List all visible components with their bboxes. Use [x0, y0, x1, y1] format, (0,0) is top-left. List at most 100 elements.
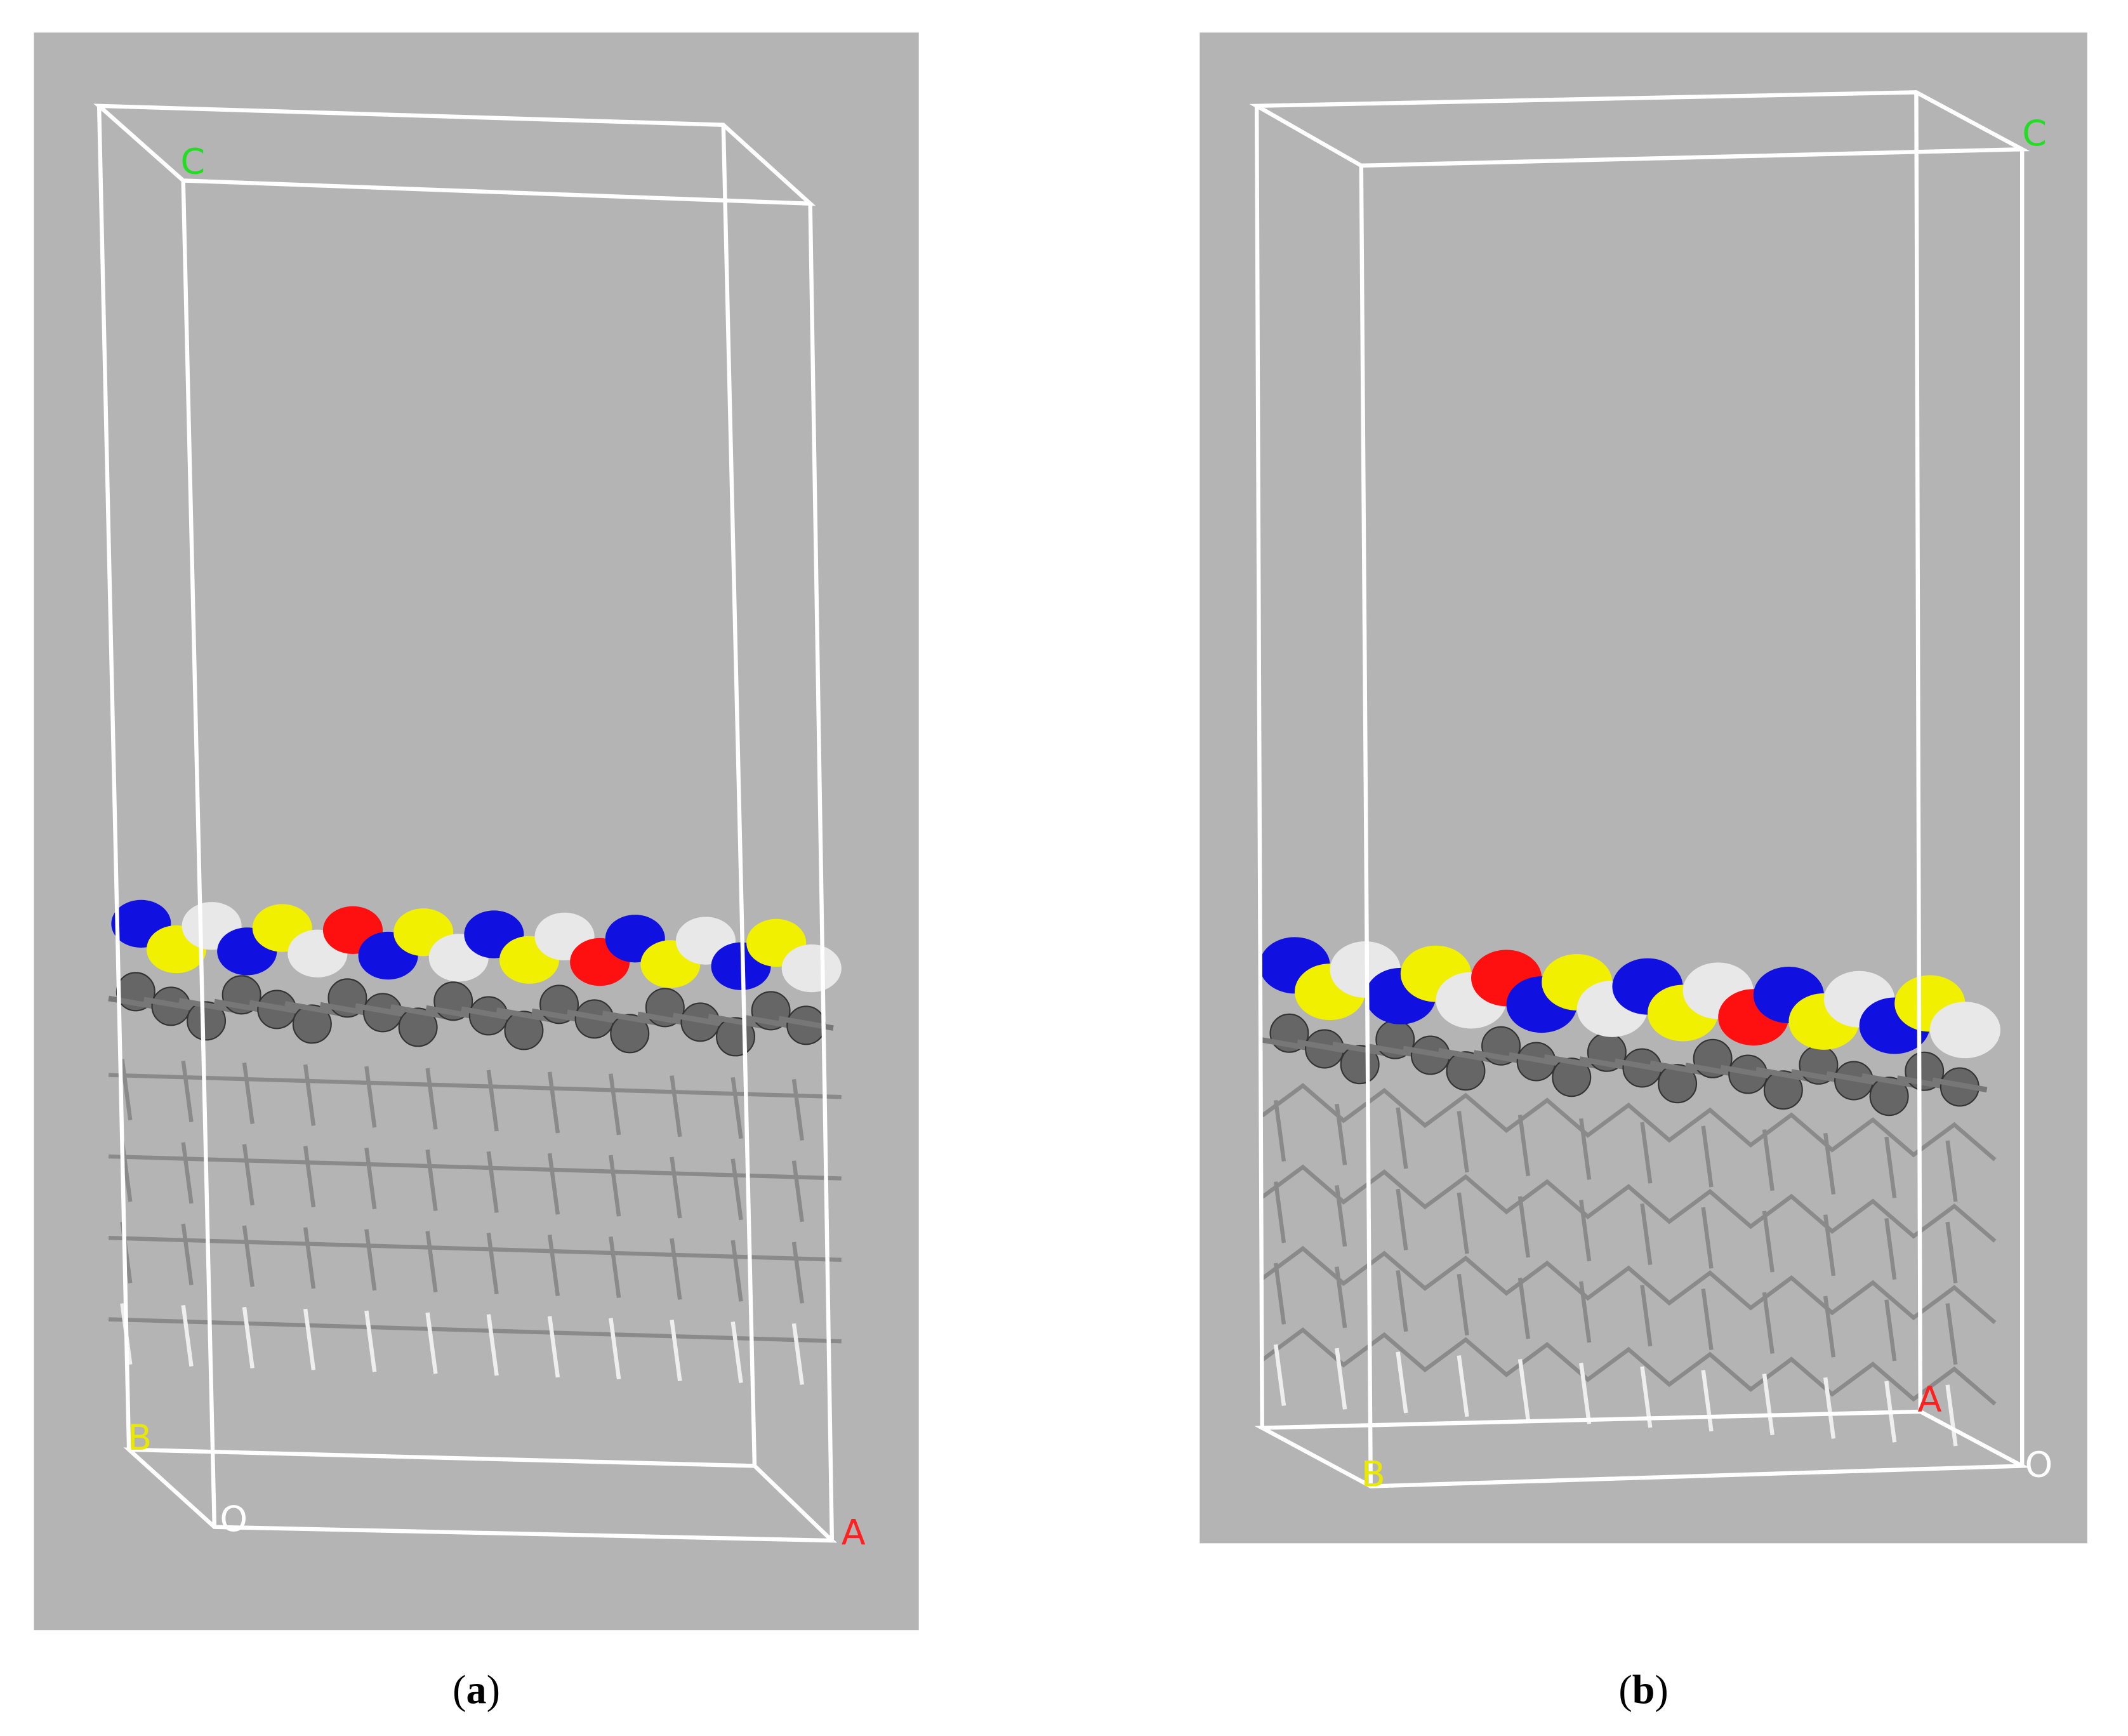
- bond: [178, 998, 234, 1013]
- lattice-bond: [242, 1062, 254, 1125]
- lattice-bond: [108, 1317, 842, 1344]
- lattice-bond: [730, 1077, 743, 1139]
- lattice-bond: [425, 1231, 438, 1293]
- lattice-bond: [670, 1156, 682, 1219]
- bond: [672, 1012, 728, 1028]
- lattice-bond: [1640, 1203, 1653, 1265]
- lattice-bond: [1335, 1348, 1347, 1410]
- bond: [1297, 1039, 1352, 1054]
- bond: [390, 1004, 446, 1019]
- bond: [708, 1014, 763, 1029]
- axis-label: B: [1361, 1454, 1385, 1495]
- bond: [602, 1010, 658, 1026]
- lattice-bond: [1823, 1214, 1836, 1276]
- lattice-bond: [1884, 1299, 1897, 1362]
- lattice-bond: [1823, 1132, 1836, 1195]
- lattice-bond: [1260, 1083, 1997, 1162]
- molecule: [1259, 937, 2000, 1447]
- lattice-bond: [670, 1320, 682, 1382]
- atom: [1552, 1057, 1592, 1097]
- lattice-bond: [120, 1059, 133, 1121]
- atom: [1658, 1064, 1698, 1104]
- lattice-bond: [1640, 1122, 1653, 1184]
- viewport: [1199, 32, 2087, 1544]
- lattice-bond: [1579, 1362, 1592, 1424]
- lattice-bond: [303, 1146, 316, 1208]
- lattice-bond: [1579, 1281, 1592, 1343]
- bond: [1614, 1058, 1670, 1073]
- lattice-bond: [1517, 1358, 1531, 1421]
- lattice-bond: [364, 1066, 377, 1128]
- lattice-bond: [1396, 1270, 1408, 1332]
- lattice-bond: [1335, 1266, 1347, 1329]
- lattice-bond: [242, 1144, 254, 1206]
- bond: [1332, 1041, 1388, 1057]
- lattice-bond: [1335, 1185, 1347, 1247]
- atom: [187, 1001, 227, 1041]
- lattice-bond: [425, 1312, 438, 1374]
- lattice-bond: [1945, 1303, 1958, 1365]
- lattice-bond: [1762, 1129, 1774, 1191]
- lattice-bond: [1579, 1200, 1592, 1262]
- lattice-bond: [303, 1308, 316, 1370]
- lattice-bond: [730, 1240, 743, 1302]
- axis-label: C: [180, 142, 205, 183]
- lattice-bond: [486, 1314, 499, 1376]
- orbital-lobe: [781, 944, 842, 993]
- atom: [398, 1007, 438, 1047]
- lattice-bond: [1396, 1351, 1408, 1414]
- bond: [461, 1006, 517, 1021]
- bond: [355, 1003, 411, 1018]
- axis-label: O: [2025, 1445, 2052, 1486]
- lattice-bond: [1701, 1125, 1714, 1188]
- lattice-bond: [181, 1142, 194, 1204]
- lattice-bond: [1260, 1327, 1997, 1406]
- bond: [1543, 1054, 1599, 1070]
- lattice-bond: [108, 1073, 842, 1099]
- lattice-bond: [1335, 1103, 1347, 1165]
- axis-label: A: [1918, 1379, 1942, 1421]
- lattice-bond: [364, 1229, 377, 1291]
- caption-part: (: [453, 1667, 466, 1713]
- lattice-bond: [547, 1153, 560, 1215]
- lattice-bond: [791, 1242, 804, 1304]
- panel-a: C B O A (a): [34, 32, 919, 1713]
- bond: [1932, 1077, 1988, 1092]
- lattice-bond: [108, 1236, 842, 1262]
- caption: (a): [453, 1667, 500, 1713]
- lattice-bond: [791, 1160, 804, 1222]
- atom: [504, 1010, 544, 1050]
- lattice-bond: [1701, 1288, 1714, 1351]
- bond: [1403, 1045, 1458, 1061]
- panel-b: C B O A (b): [1199, 32, 2087, 1713]
- lattice-bond: [486, 1070, 499, 1132]
- lattice-bond: [425, 1068, 438, 1130]
- bond: [1826, 1071, 1882, 1086]
- bond: [1861, 1073, 1917, 1089]
- molecule: [108, 899, 842, 1385]
- lattice-bond: [730, 1158, 743, 1221]
- viewport: [34, 32, 919, 1631]
- unit-cell: [1249, 90, 2030, 1488]
- bond: [1649, 1060, 1705, 1076]
- lattice-bond: [547, 1071, 560, 1134]
- lattice-bond: [1701, 1370, 1714, 1432]
- lattice-bond: [1260, 1245, 1997, 1325]
- orbital-lobe: [1929, 1002, 2000, 1059]
- lattice-bond: [1273, 1262, 1286, 1325]
- lattice-bond: [486, 1233, 499, 1295]
- lattice-bond: [1457, 1355, 1469, 1417]
- bond: [1720, 1064, 1776, 1080]
- lattice-bond: [1945, 1221, 1958, 1283]
- caption-part: ): [1655, 1667, 1668, 1713]
- lattice-bond: [1762, 1210, 1774, 1273]
- bond: [284, 1001, 340, 1016]
- lattice-bond: [791, 1323, 804, 1385]
- bond: [1437, 1047, 1493, 1063]
- lattice-bond: [242, 1225, 254, 1287]
- atom: [1446, 1051, 1486, 1091]
- lattice-bond: [1579, 1118, 1592, 1180]
- lattice-bond: [1823, 1377, 1836, 1439]
